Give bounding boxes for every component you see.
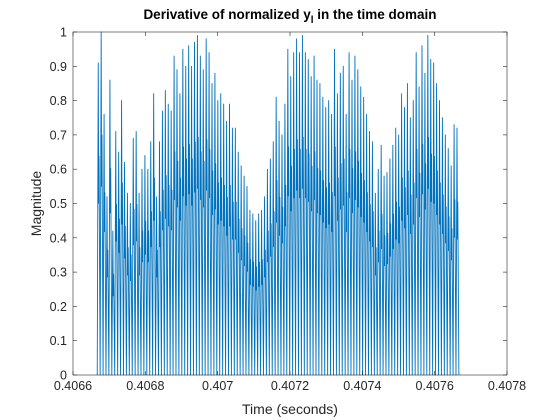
x-tick-label: 0.407 (202, 379, 233, 393)
y-tick-label: 0.8 (50, 94, 67, 108)
chart-title: Derivative of normalized yl in the time … (143, 7, 436, 26)
x-tick-label: 0.4074 (343, 379, 381, 393)
y-tick-label: 0.6 (50, 163, 67, 177)
y-tick-label: 0.4 (50, 231, 67, 245)
x-tick-label: 0.4068 (126, 379, 164, 393)
y-tick-label: 0.2 (50, 300, 67, 314)
y-axis: 0 0.1 0.2 0.3 0.4 0.5 0.6 0.7 0.8 0.9 1 (50, 26, 507, 383)
y-tick-label: 0.3 (50, 266, 67, 280)
x-tick-label: 0.4078 (488, 379, 526, 393)
y-tick-label: 0.9 (50, 60, 67, 74)
y-tick-label: 0 (60, 369, 67, 383)
x-tick-label: 0.4066 (54, 379, 92, 393)
x-tick-label: 0.4072 (271, 379, 309, 393)
y-tick-label: 0.5 (50, 197, 67, 211)
title-suffix: in the time domain (314, 7, 437, 22)
x-axis-label: Time (seconds) (242, 401, 338, 417)
title-main: Derivative of normalized y (143, 7, 311, 22)
y-tick-label: 0.7 (50, 128, 67, 142)
x-axis: 0.4066 0.4068 0.407 0.4072 0.4074 0.4076 0.407… (54, 32, 526, 393)
title-subscript: l (311, 15, 314, 26)
y-tick-label: 1 (60, 26, 67, 40)
y-tick-label: 0.1 (50, 334, 67, 348)
y-axis-label: Magnitude (28, 171, 44, 237)
x-tick-label: 0.4076 (416, 379, 454, 393)
